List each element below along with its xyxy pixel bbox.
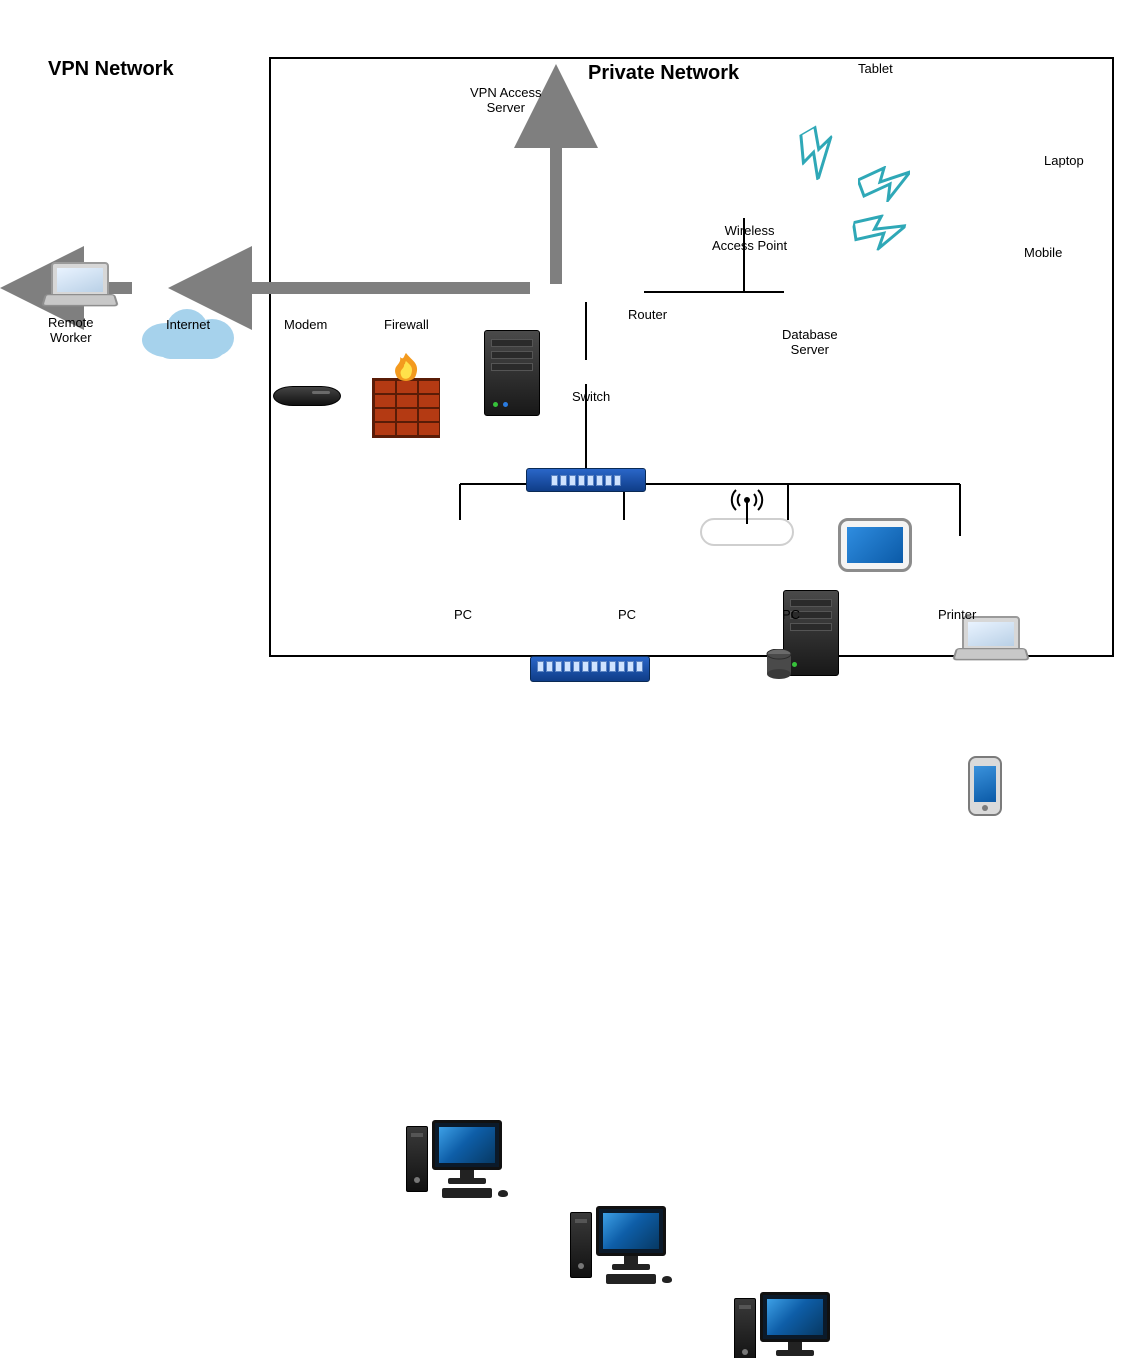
switch-icon	[530, 656, 650, 682]
wireless-ap-label: Wireless Access Point	[712, 224, 787, 254]
database-server-label: Database Server	[782, 328, 838, 358]
switch-label: Switch	[572, 390, 610, 405]
tablet-label: Tablet	[858, 62, 893, 77]
modem-icon	[273, 386, 341, 406]
pc-icon	[406, 1120, 516, 1206]
router-label: Router	[628, 308, 667, 323]
modem-label: Modem	[284, 318, 327, 333]
pc3-label: PC	[782, 608, 800, 623]
thick-arrow-group	[70, 134, 556, 288]
remote-worker-icon	[45, 262, 115, 314]
tablet-icon	[838, 518, 912, 572]
pc-icon	[734, 1292, 844, 1358]
remote-worker-label: Remote Worker	[48, 316, 94, 346]
private-network-title: Private Network	[588, 62, 739, 85]
router-icon	[526, 468, 646, 492]
diagram-stage: VPN Network Private Network Remote Worke…	[0, 0, 1130, 679]
vpn-network-title: VPN Network	[48, 58, 174, 81]
firewall-label: Firewall	[384, 318, 429, 333]
windows-logo-icon	[865, 535, 885, 555]
antenna-icon	[730, 486, 764, 524]
wifi-bolt-icon	[858, 166, 910, 202]
pc2-label: PC	[618, 608, 636, 623]
laptop-label: Laptop	[1044, 154, 1084, 169]
pc-icon	[570, 1206, 680, 1292]
internet-icon	[142, 307, 234, 361]
laptop-icon	[956, 616, 1026, 668]
wireless-ap-icon	[700, 518, 794, 546]
mobile-icon	[968, 756, 1002, 816]
flame-icon	[386, 351, 426, 387]
db-cylinder-icon	[766, 649, 792, 679]
mobile-label: Mobile	[1024, 246, 1062, 261]
internet-label: Internet	[166, 318, 210, 333]
vpn-server-icon	[484, 330, 540, 416]
printer-label: Printer	[938, 608, 976, 623]
firewall-icon	[372, 378, 440, 438]
database-server-icon	[783, 590, 839, 676]
vpn-server-label: VPN Access Server	[470, 86, 542, 116]
pc1-label: PC	[454, 608, 472, 623]
